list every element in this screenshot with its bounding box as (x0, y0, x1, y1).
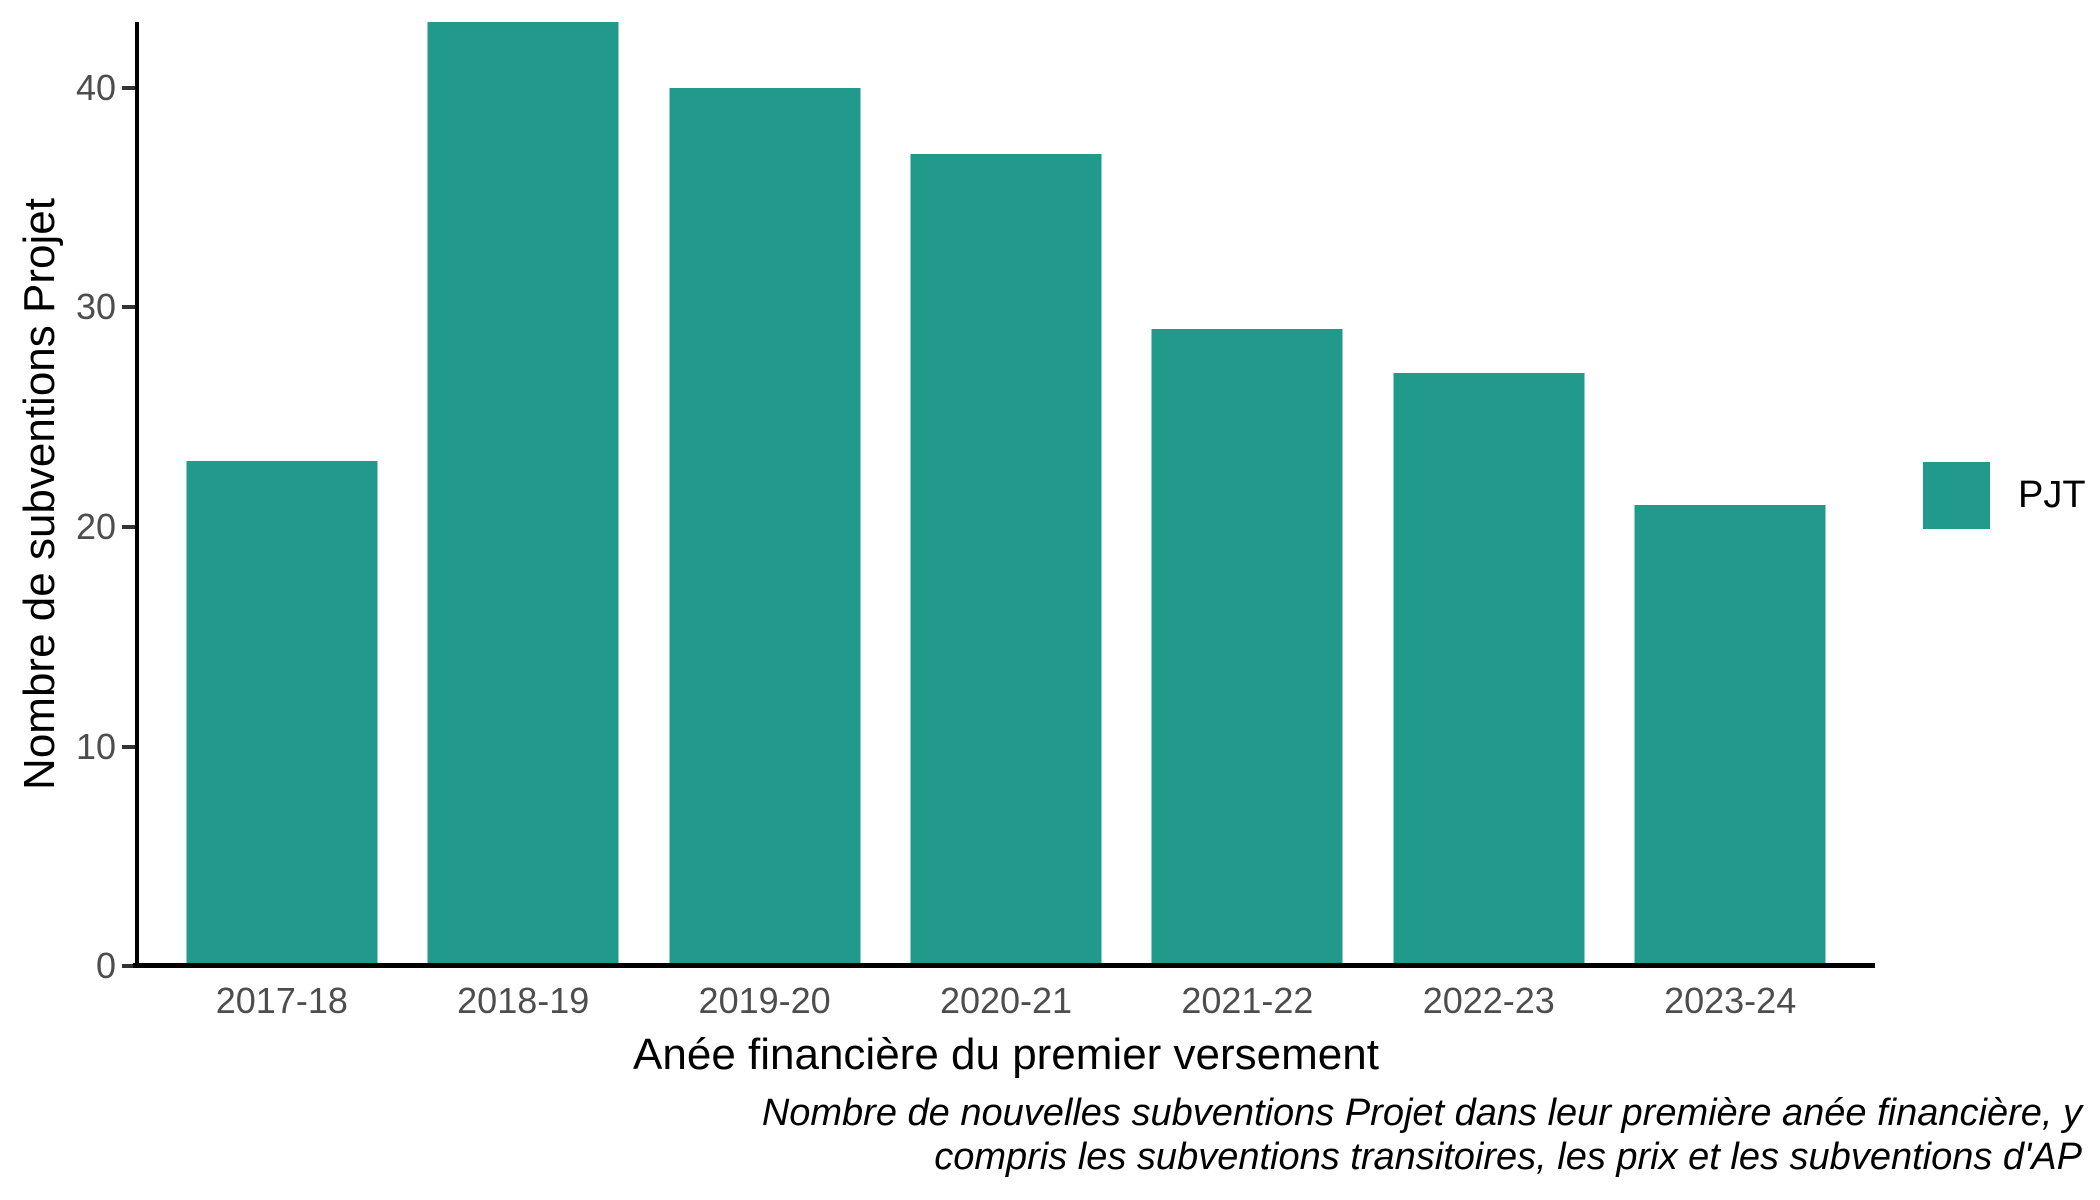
caption-line-1: Nombre de nouvelles subventions Projet d… (761, 1092, 2082, 1134)
y-tick-label: 0 (95, 945, 116, 986)
x-tick-label-2018-19: 2018-19 (457, 980, 590, 1021)
x-axis-title: Anée financière du premier versement (633, 1030, 1379, 1079)
legend: PJT (1923, 462, 2086, 529)
y-tick-label: 30 (75, 286, 116, 328)
y-tick-mark (122, 524, 135, 529)
y-tick-mark (122, 85, 135, 90)
x-tick-label-2019-20: 2019-20 (698, 980, 831, 1021)
x-tick-label-2021-22: 2021-22 (1181, 980, 1314, 1021)
y-tick-mark (122, 964, 135, 968)
y-axis-title: Nombre de subventions Projet (15, 198, 64, 790)
bar-2020-21 (910, 153, 1102, 966)
bar-2019-20 (669, 87, 861, 966)
x-tick-label-2023-24: 2023-24 (1664, 980, 1797, 1021)
x-axis-line (133, 963, 1875, 968)
y-axis-line (135, 22, 139, 968)
legend-label: PJT (2018, 474, 2086, 516)
y-tick-label: 20 (75, 505, 116, 547)
caption-line-2: compris les subventions transitoires, le… (934, 1136, 2082, 1178)
y-tick-label: 40 (75, 66, 116, 108)
y-tick-mark (122, 744, 135, 749)
y-tick-label: 10 (75, 725, 116, 767)
bar-2023-24 (1634, 505, 1826, 966)
x-tick-label-2017-18: 2017-18 (215, 980, 348, 1021)
plot-panel: 0 10 20 30 40 2017-18 2018-19 2019-20 2020-21 20… (76, 22, 1875, 1020)
bar-2017-18 (186, 461, 378, 966)
legend-color-swatch (1923, 462, 1990, 529)
x-tick-label-2020-21: 2020-21 (939, 980, 1073, 1021)
chart-caption: Nombre de nouvelles subventions Projet d… (482, 1091, 2082, 1179)
x-tick-label-2022-23: 2022-23 (1422, 980, 1555, 1021)
bar-2021-22 (1151, 329, 1343, 966)
y-tick-mark (122, 305, 135, 310)
bar-2022-23 (1393, 373, 1585, 966)
bar-2018-19 (427, 22, 619, 966)
